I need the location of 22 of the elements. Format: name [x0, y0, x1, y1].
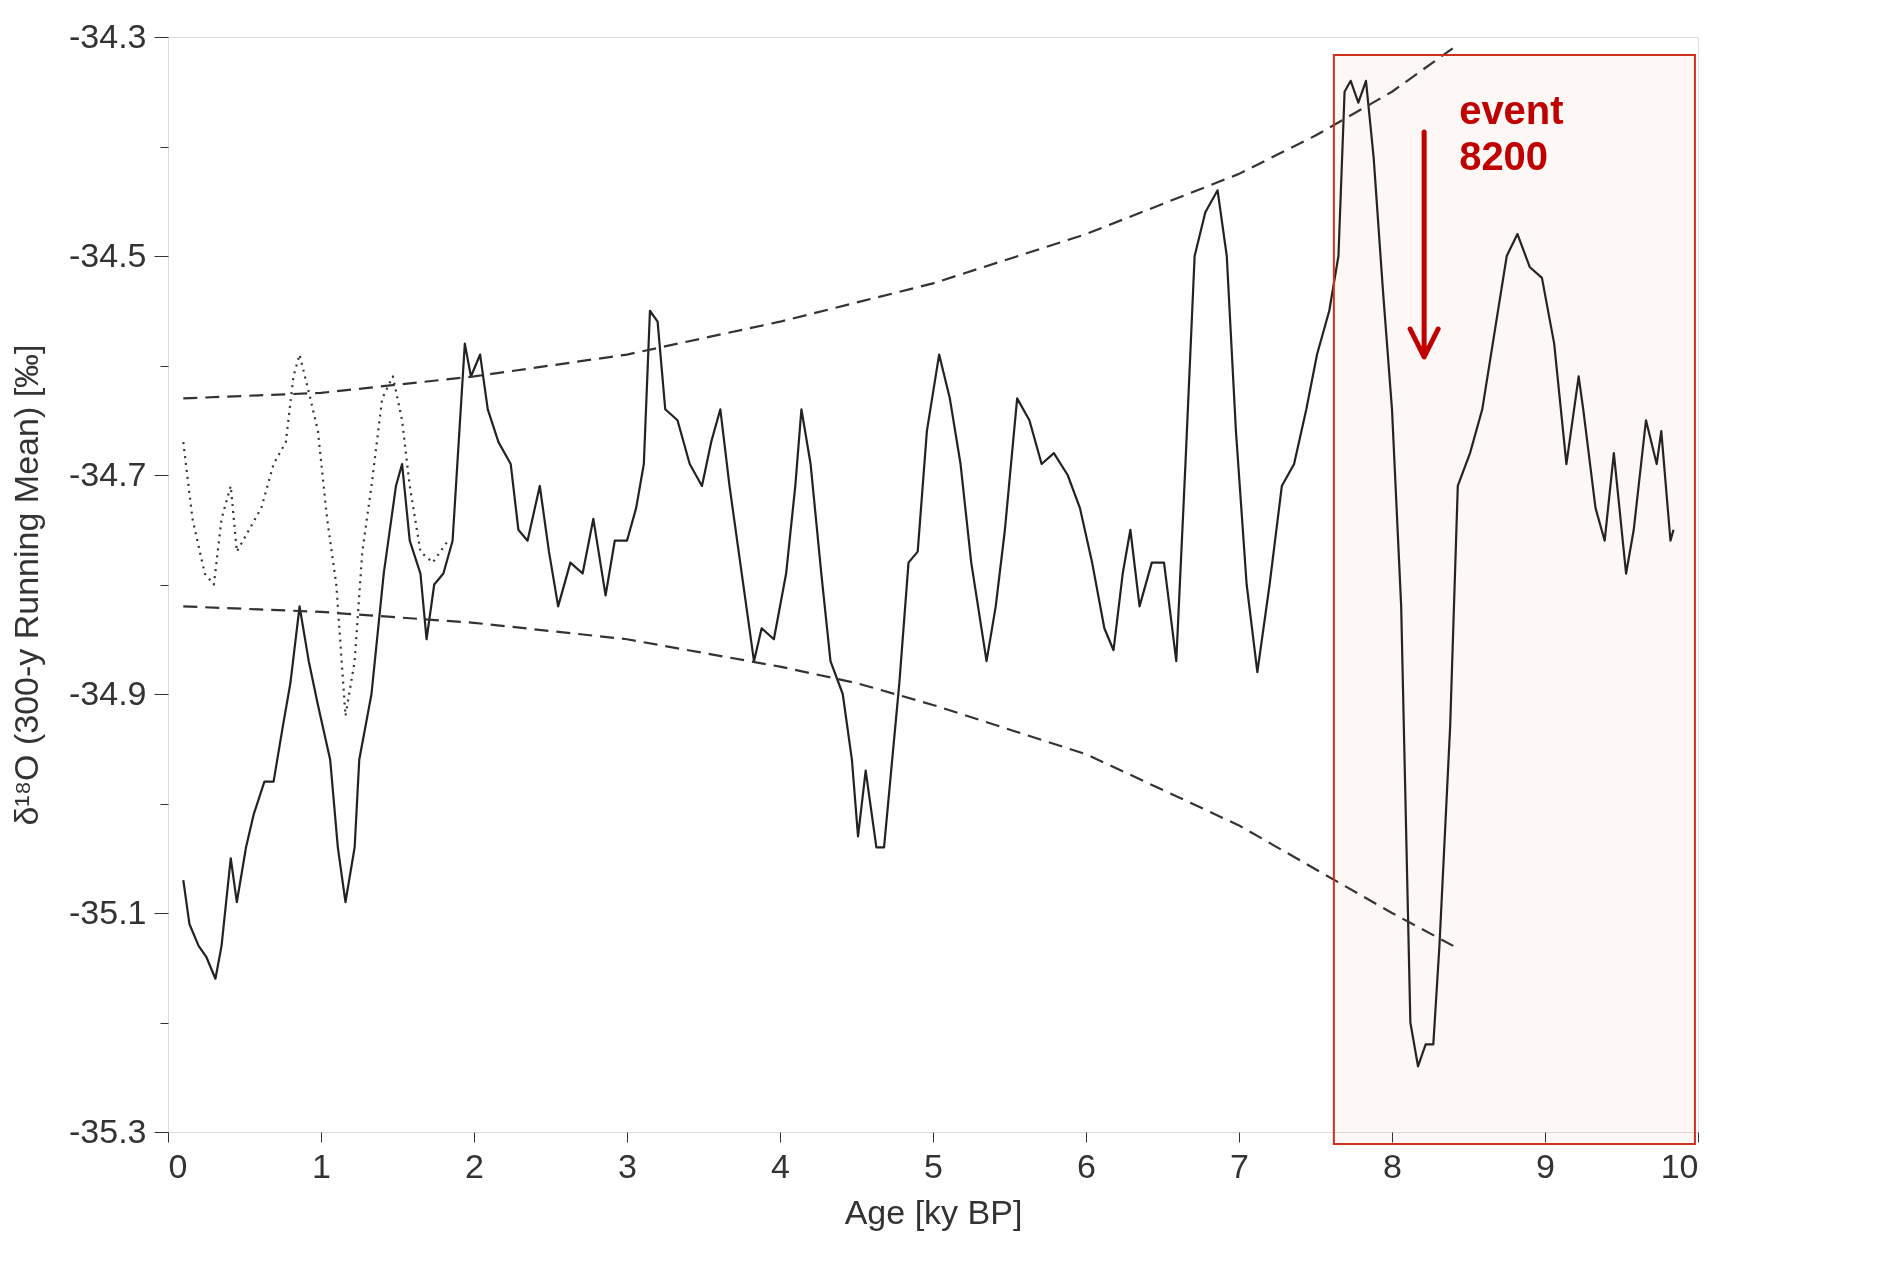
x-tick-label: 6	[1077, 1146, 1096, 1185]
x-tick-label: 2	[465, 1146, 484, 1185]
x-tick-label: 1	[312, 1146, 331, 1185]
x-tick-label: 10	[1660, 1146, 1699, 1185]
line-series	[182, 605, 1455, 947]
x-tick-label: 7	[1230, 1146, 1249, 1185]
x-tick-label: 9	[1536, 1146, 1555, 1185]
y-tick-label: -35.3	[69, 1111, 147, 1150]
annotation: event 8200	[1459, 88, 1564, 178]
y-axis-title: δ¹⁸O (300-y Running Mean) [‰]	[7, 344, 45, 826]
x-tick-label: 0	[168, 1146, 188, 1185]
x-tick-label: 4	[771, 1146, 790, 1185]
y-tick-label: -35.1	[69, 892, 147, 931]
x-tick-label: 5	[924, 1146, 943, 1185]
y-tick-label: -34.3	[69, 16, 147, 55]
line-series	[182, 79, 1675, 1068]
y-tick-label: -34.7	[69, 454, 147, 493]
y-tick-label: -34.5	[69, 235, 147, 274]
x-tick-label: 3	[618, 1146, 637, 1185]
x-tick-label: 8	[1383, 1146, 1402, 1185]
x-axis-title: Age [ky BP]	[844, 1192, 1023, 1231]
y-tick-label: -34.9	[69, 673, 147, 712]
